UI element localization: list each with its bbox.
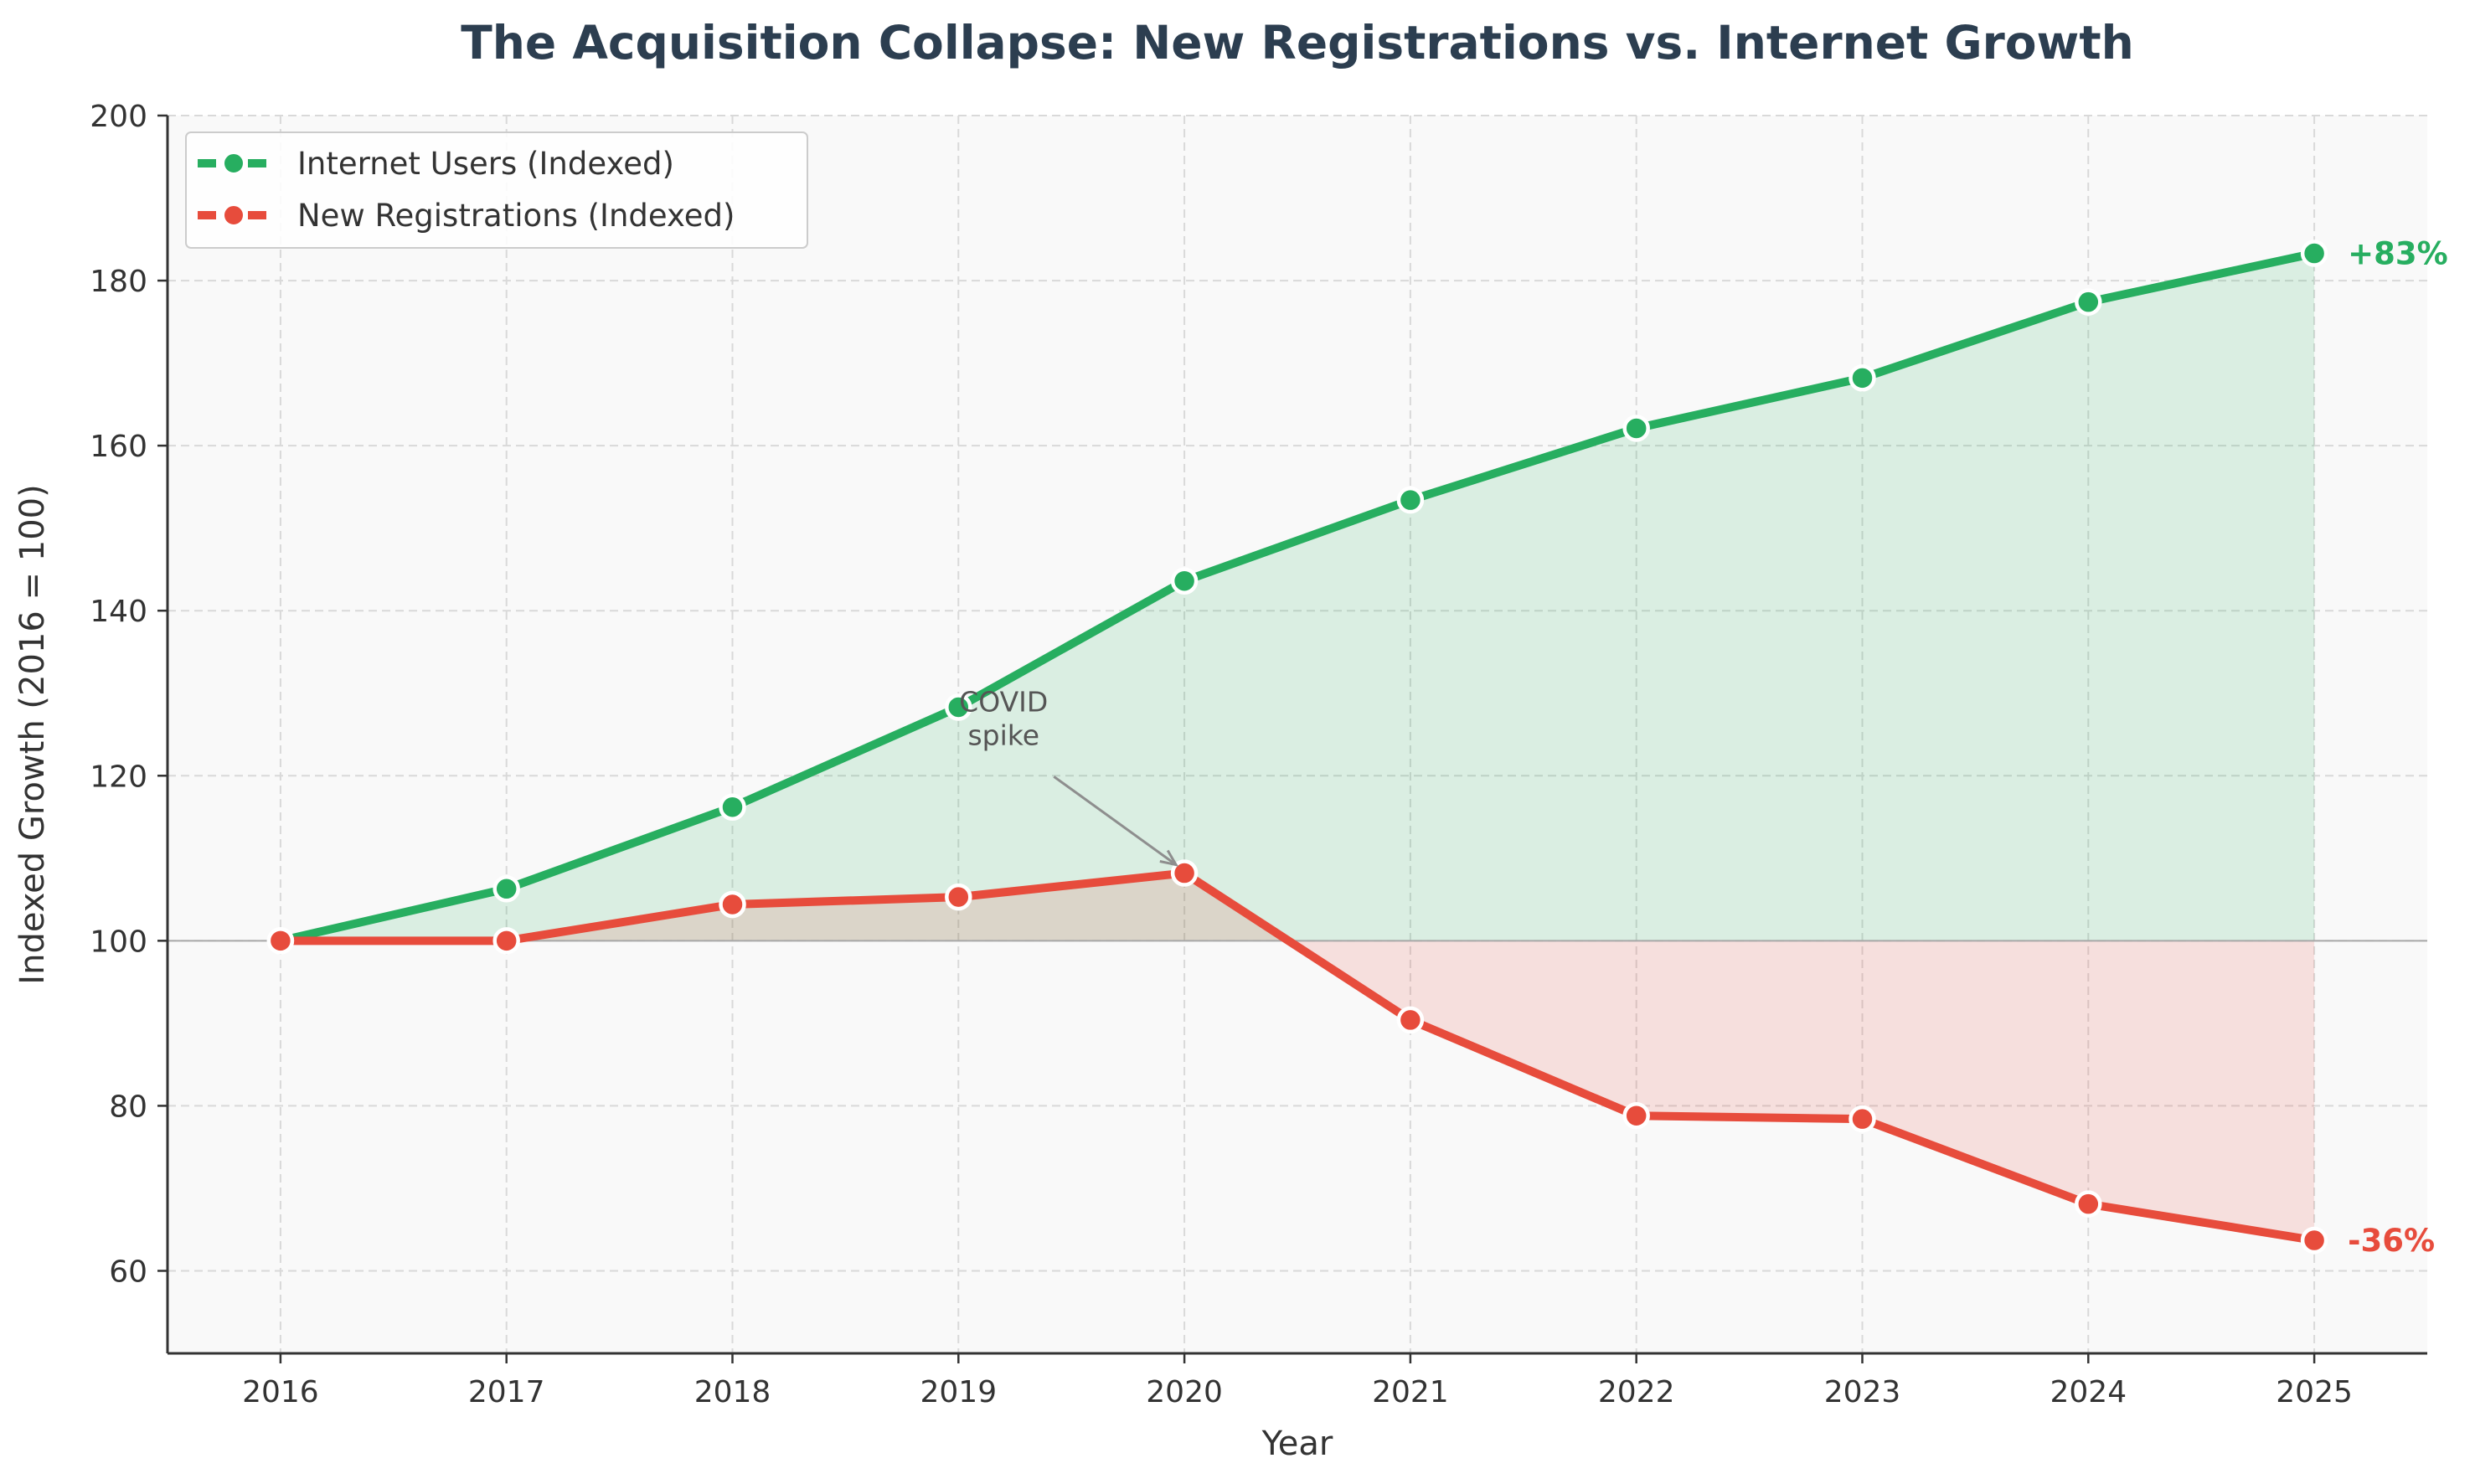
legend-label-internet-users: Internet Users (Indexed)	[297, 146, 674, 182]
x-axis-label: Year	[1261, 1425, 1333, 1463]
grid	[168, 115, 2427, 1353]
y-axis-label: Indexed Growth (2016 = 100)	[13, 484, 52, 984]
legend-swatch-marker-new-registrations	[221, 203, 246, 228]
x-tick-label: 2016	[242, 1375, 319, 1409]
y-tick-label: 140	[90, 595, 147, 629]
x-tick-label: 2020	[1146, 1375, 1223, 1409]
legend: Internet Users (Indexed) New Registration…	[185, 131, 808, 249]
data-point-internet-users	[2300, 240, 2328, 267]
data-point-new-registrations	[2075, 1190, 2102, 1218]
annotation-text-line: spike	[967, 719, 1039, 751]
x-tick-label: 2025	[2276, 1375, 2353, 1409]
series-line-internet-users	[276, 249, 2319, 946]
series-lines	[276, 249, 2319, 1245]
end-label-new-registrations: -36%	[2348, 1223, 2435, 1259]
x-tick-label: 2021	[1372, 1375, 1449, 1409]
y-tick-label: 200	[90, 100, 147, 134]
data-point-internet-users	[1170, 567, 1199, 595]
chart-title: The Acquisition Collapse: New Registrati…	[461, 16, 2134, 70]
x-tick-label: 2022	[1598, 1375, 1675, 1409]
fill-area-new-registrations	[280, 873, 2315, 1241]
data-point-new-registrations	[945, 883, 972, 911]
data-point-new-registrations	[1849, 1105, 1876, 1133]
end-label-internet-users: +83%	[2348, 236, 2448, 272]
y-tick-label: 160	[90, 430, 147, 464]
x-tick-label: 2018	[694, 1375, 771, 1409]
data-point-internet-users	[719, 793, 746, 821]
data-point-new-registrations	[1396, 1006, 1425, 1034]
data-point-internet-users	[1849, 364, 1876, 392]
y-tick-label: 180	[90, 265, 147, 299]
x-tick-label: 2017	[468, 1375, 545, 1409]
annotation-text-line: COVID	[959, 685, 1048, 718]
plot-background	[168, 116, 2427, 1353]
y-tick-label: 80	[109, 1090, 147, 1124]
y-tick-label: 100	[90, 925, 147, 959]
axes	[166, 116, 2427, 1355]
annotation-arrow	[1053, 775, 1177, 866]
y-tick-label: 60	[109, 1255, 147, 1289]
x-tick-label: 2023	[1824, 1375, 1901, 1409]
data-point-internet-users	[492, 875, 520, 903]
legend-label-new-registrations: New Registrations (Indexed)	[297, 198, 735, 234]
legend-swatch-marker-internet-users	[221, 151, 246, 176]
data-point-new-registrations	[1622, 1101, 1650, 1130]
annotation-arrowhead	[1159, 849, 1179, 867]
data-point-internet-users	[2075, 288, 2102, 316]
y-tick-label: 120	[90, 760, 147, 794]
data-point-new-registrations	[492, 927, 520, 955]
data-point-new-registrations	[2300, 1226, 2328, 1255]
legend-box	[185, 131, 808, 249]
data-point-internet-users	[1622, 415, 1650, 442]
fill-area-internet-users	[280, 253, 2315, 941]
tick-labels: 2016 2017 2018 2019 2020 2021 2022 2023 2024 2025…	[90, 100, 2353, 1409]
x-tick-label: 2024	[2050, 1375, 2127, 1409]
data-point-new-registrations	[266, 927, 295, 955]
series-line-new-registrations	[276, 868, 2319, 1245]
data-point-new-registrations	[719, 890, 746, 919]
fill-areas	[280, 253, 2315, 1241]
data-point-internet-users	[1396, 486, 1425, 514]
data-point-internet-users	[945, 693, 972, 721]
data-point-new-registrations	[1170, 859, 1199, 887]
series-markers	[266, 240, 2328, 1255]
end-labels: +83% -36%	[2348, 236, 2448, 1259]
x-tick-label: 2019	[920, 1375, 997, 1409]
